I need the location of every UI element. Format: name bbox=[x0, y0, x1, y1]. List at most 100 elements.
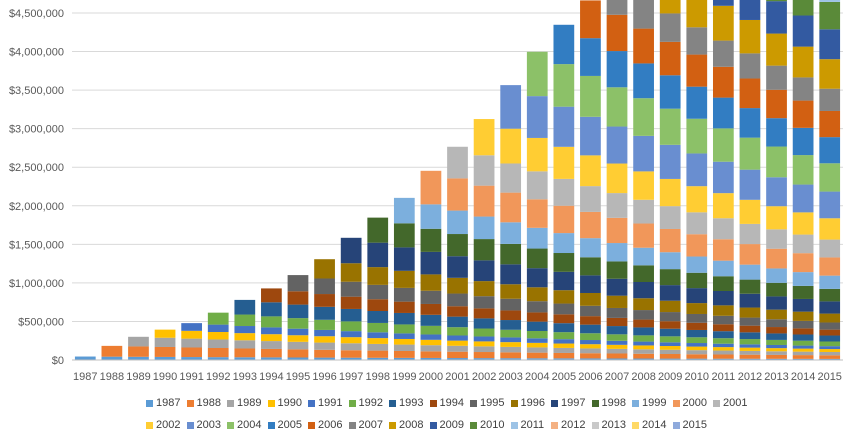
bar-segment bbox=[686, 54, 708, 87]
bar-segment bbox=[580, 344, 601, 349]
bar-segment bbox=[447, 146, 468, 179]
bar-segment bbox=[553, 64, 575, 107]
bar-segment bbox=[739, 199, 761, 224]
x-tick-label: 2001 bbox=[445, 371, 469, 383]
bar-stack-1994 bbox=[261, 288, 282, 360]
bar-segment bbox=[393, 197, 415, 224]
bar-segment bbox=[739, 317, 761, 326]
legend-swatch bbox=[146, 399, 153, 407]
legend-swatch bbox=[632, 399, 639, 407]
bar-segment bbox=[287, 291, 309, 305]
bar-segment bbox=[766, 344, 787, 349]
x-tick-label: 1987 bbox=[73, 371, 97, 383]
legend-item: 1987 bbox=[146, 397, 183, 409]
bar-segment bbox=[686, 337, 708, 344]
bar-segment bbox=[473, 328, 495, 337]
x-tick-label: 2015 bbox=[817, 371, 841, 383]
bar-segment bbox=[500, 163, 522, 193]
bar-segment bbox=[766, 296, 787, 310]
bar-segment bbox=[580, 0, 601, 39]
bar-segment bbox=[633, 223, 654, 248]
bar-segment bbox=[340, 237, 362, 264]
bar-segment bbox=[819, 110, 841, 138]
legend-swatch bbox=[551, 421, 558, 429]
bar-segment bbox=[340, 337, 362, 344]
bar-segment bbox=[473, 318, 495, 329]
bar-segment bbox=[420, 345, 442, 352]
bar-segment bbox=[739, 347, 761, 351]
bar-segment bbox=[739, 53, 761, 79]
bar-segment bbox=[420, 334, 442, 340]
legend-swatch bbox=[389, 399, 396, 407]
bar-segment bbox=[526, 227, 548, 249]
legend-swatch bbox=[267, 399, 275, 407]
bar-stack-2008 bbox=[633, 0, 654, 360]
legend-item: 1999 bbox=[632, 397, 669, 409]
bar-segment bbox=[580, 324, 601, 334]
bar-stack-2010 bbox=[686, 0, 708, 360]
bar-segment bbox=[367, 357, 389, 360]
bar-segment bbox=[686, 153, 708, 187]
bar-segment bbox=[367, 267, 389, 285]
legend-label: 2011 bbox=[520, 419, 545, 431]
bar-segment bbox=[500, 346, 522, 353]
bar-segment bbox=[633, 199, 654, 224]
legend-swatch bbox=[146, 421, 153, 429]
legend-item: 1997 bbox=[551, 397, 588, 409]
bar-segment bbox=[473, 119, 495, 156]
bar-segment bbox=[393, 287, 415, 302]
legend-label: 2015 bbox=[682, 419, 707, 431]
bar-segment bbox=[739, 339, 761, 345]
bar-segment bbox=[686, 186, 708, 213]
bar-segment bbox=[447, 335, 468, 341]
x-tick-label: 1989 bbox=[126, 371, 150, 383]
x-tick-label: 2008 bbox=[631, 371, 655, 383]
legend-item: 1993 bbox=[389, 397, 426, 409]
y-tick-label: $2,000,000 bbox=[9, 201, 64, 213]
bar-segment bbox=[500, 329, 522, 338]
bar-segment bbox=[712, 40, 734, 67]
x-tick-label: 2012 bbox=[738, 371, 762, 383]
bar-segment bbox=[500, 298, 522, 311]
legend-label: 1999 bbox=[642, 397, 667, 409]
bar-segment bbox=[553, 314, 575, 324]
y-tick-label: $1,500,000 bbox=[9, 239, 64, 251]
bar-segment bbox=[766, 229, 787, 249]
bar-segment bbox=[181, 323, 203, 331]
legend-swatch bbox=[470, 399, 477, 407]
bar-segment bbox=[473, 346, 495, 353]
bar-segment bbox=[633, 0, 654, 29]
y-tick-label: $2,500,000 bbox=[9, 162, 64, 174]
bar-segment bbox=[500, 342, 522, 347]
bar-segment bbox=[367, 322, 389, 333]
bar-segment bbox=[473, 341, 495, 347]
legend-swatch bbox=[227, 399, 234, 407]
legend-item: 2005 bbox=[267, 419, 305, 431]
bar-segment bbox=[659, 285, 681, 301]
bar-segment bbox=[420, 357, 442, 360]
bar-segment bbox=[792, 311, 814, 321]
bar-segment bbox=[712, 0, 734, 6]
bar-segment bbox=[766, 206, 787, 230]
bar-segment bbox=[207, 332, 229, 340]
y-tick-label: $4,000,000 bbox=[9, 47, 64, 59]
legend-swatch bbox=[510, 421, 518, 429]
bar-segment bbox=[526, 321, 548, 331]
bar-segment bbox=[526, 312, 548, 322]
legend-label: 2007 bbox=[358, 419, 383, 431]
bar-segment bbox=[712, 343, 734, 348]
bar-segment bbox=[606, 307, 628, 318]
bar-segment bbox=[792, 77, 814, 101]
bar-stack-1987 bbox=[74, 356, 96, 360]
bar-segment bbox=[792, 212, 814, 235]
legend-item: 1998 bbox=[591, 397, 629, 409]
bar-segment bbox=[766, 1, 787, 34]
bar-stack-2006 bbox=[580, 0, 601, 360]
bar-segment bbox=[819, 341, 841, 347]
bar-segment bbox=[393, 350, 415, 358]
legend-label: 1996 bbox=[520, 397, 545, 409]
bar-stack-1990 bbox=[154, 329, 176, 360]
bar-segment bbox=[606, 317, 628, 327]
bar-segment bbox=[712, 5, 734, 41]
bar-stack-2004 bbox=[526, 51, 548, 360]
